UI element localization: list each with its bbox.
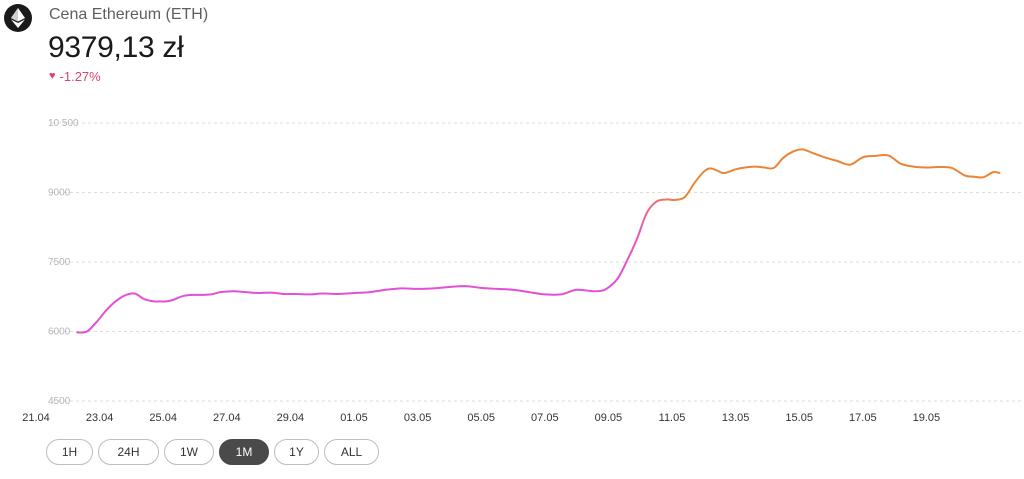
heart-icon: ♥: [49, 70, 56, 82]
price-change-value: -1.27%: [59, 69, 101, 84]
x-tick-label: 15.05: [785, 412, 813, 424]
asset-name: Cena Ethereum (ETH): [49, 6, 209, 23]
x-tick-label: 01.05: [340, 412, 368, 424]
range-button-24h[interactable]: 24H: [98, 439, 159, 465]
y-tick-label: 7500: [48, 257, 71, 268]
ethereum-logo: [4, 4, 32, 32]
range-button-1w[interactable]: 1W: [164, 439, 214, 465]
range-button-all[interactable]: ALL: [324, 439, 379, 465]
x-tick-label: 11.05: [659, 412, 686, 424]
range-button-1m[interactable]: 1M: [219, 439, 269, 465]
x-tick-label: 09.05: [595, 412, 623, 424]
y-tick-label: 9000: [48, 188, 71, 199]
ethereum-icon: [11, 8, 25, 28]
range-button-1y[interactable]: 1Y: [274, 439, 319, 465]
x-tick-label: 23.04: [86, 412, 114, 424]
time-range-selector: 1H 24H 1W 1M 1Y ALL: [46, 439, 379, 465]
x-tick-label: 05.05: [467, 412, 495, 424]
y-tick-label: 4500: [48, 396, 71, 407]
x-tick-label: 25.04: [149, 412, 177, 424]
price-line: [76, 148, 1001, 334]
price-chart[interactable]: 4500 6000 7500 9000 10 500 21.04 23.04 25.04 27…: [0, 110, 1024, 430]
price-change: ♥ -1.27%: [49, 69, 101, 84]
price-chart-svg: 4500 6000 7500 9000 10 500 21.04 23.04 25.04 27…: [22, 118, 1024, 424]
x-tick-label: 19.05: [913, 412, 941, 424]
x-tick-label: 21.04: [22, 412, 50, 424]
x-tick-label: 29.04: [277, 412, 305, 424]
price-header: Cena Ethereum (ETH) 9379,13 zł ♥ -1.27%: [0, 0, 1024, 110]
x-tick-label: 17.05: [849, 412, 877, 424]
x-tick-label: 27.04: [213, 412, 241, 424]
x-tick-label: 07.05: [531, 412, 559, 424]
current-price: 9379,13 zł: [48, 31, 184, 64]
range-button-1h[interactable]: 1H: [46, 439, 93, 465]
y-tick-label: 6000: [48, 327, 71, 338]
x-tick-label: 13.05: [722, 412, 750, 424]
y-tick-label: 10 500: [48, 118, 79, 129]
x-tick-label: 03.05: [404, 412, 432, 424]
